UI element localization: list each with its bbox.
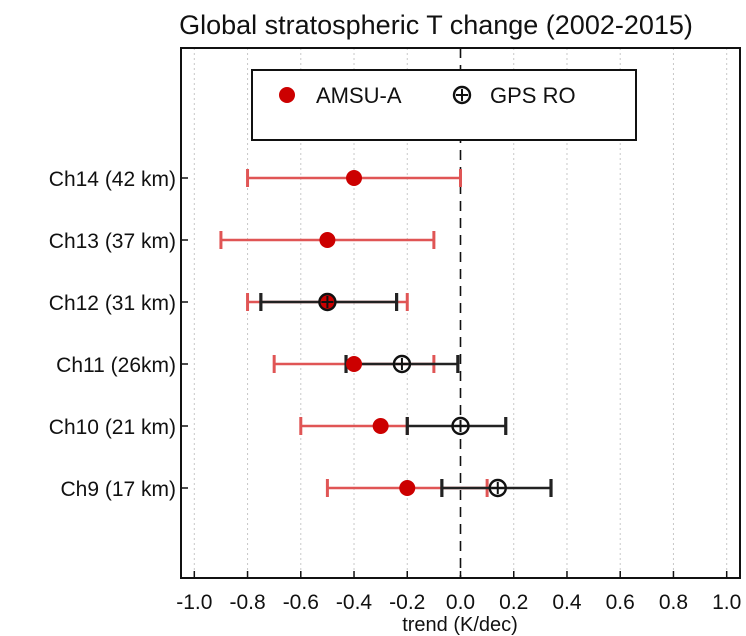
x-tick-label: 0.6 [606, 591, 635, 614]
x-tick-label: 0.0 [446, 591, 475, 614]
x-tick-label: 0.2 [499, 591, 528, 614]
amsu-point [399, 480, 416, 496]
legend-gps-marker [452, 85, 472, 105]
gps-point [392, 354, 412, 374]
category-label: Ch10 (21 km) [49, 416, 176, 439]
category-label: Ch14 (42 km) [49, 168, 176, 191]
marker-layer [318, 170, 507, 498]
x-tick-label: 1.0 [712, 591, 741, 614]
legend: AMSU-A GPS RO [251, 69, 637, 141]
x-axis-label: trend (K/dec) [402, 614, 518, 636]
category-label: Ch13 (37 km) [49, 230, 176, 253]
amsu-point [319, 232, 336, 248]
legend-amsu-label: AMSU-A [316, 83, 402, 108]
x-tick-label: -0.8 [229, 591, 265, 614]
category-label: Ch9 (17 km) [60, 478, 176, 501]
x-tick-label: 0.4 [552, 591, 582, 614]
amsu-point [346, 356, 363, 372]
amsu-point [346, 170, 363, 186]
chart-title: Global stratospheric T change (2002-2015… [179, 10, 693, 40]
gps-point [451, 416, 470, 436]
tick-layer: -1.0 -0.8 -0.6 -0.4 -0.2 0.0 0.2 0.4 0.6 0.8 1.0 [176, 571, 741, 614]
gps-point [488, 478, 507, 498]
legend-box [251, 69, 637, 141]
x-tick-label: -0.6 [283, 591, 319, 614]
x-tick-label: -0.2 [389, 591, 425, 614]
category-label: Ch11 (26km) [56, 354, 176, 377]
legend-gps-label: GPS RO [490, 83, 576, 108]
gps-point [318, 292, 337, 312]
legend-amsu-marker [279, 87, 295, 103]
x-tick-label: -0.4 [336, 591, 373, 614]
errorbar-layer [219, 169, 553, 497]
category-label: Ch12 (31 km) [49, 292, 176, 315]
x-tick-label: -1.0 [176, 591, 212, 614]
category-layer: Ch14 (42 km) Ch13 (37 km) Ch12 (31 km) Ch11… [49, 168, 188, 501]
amsu-point [372, 418, 389, 434]
x-tick-label: 0.8 [659, 591, 688, 614]
